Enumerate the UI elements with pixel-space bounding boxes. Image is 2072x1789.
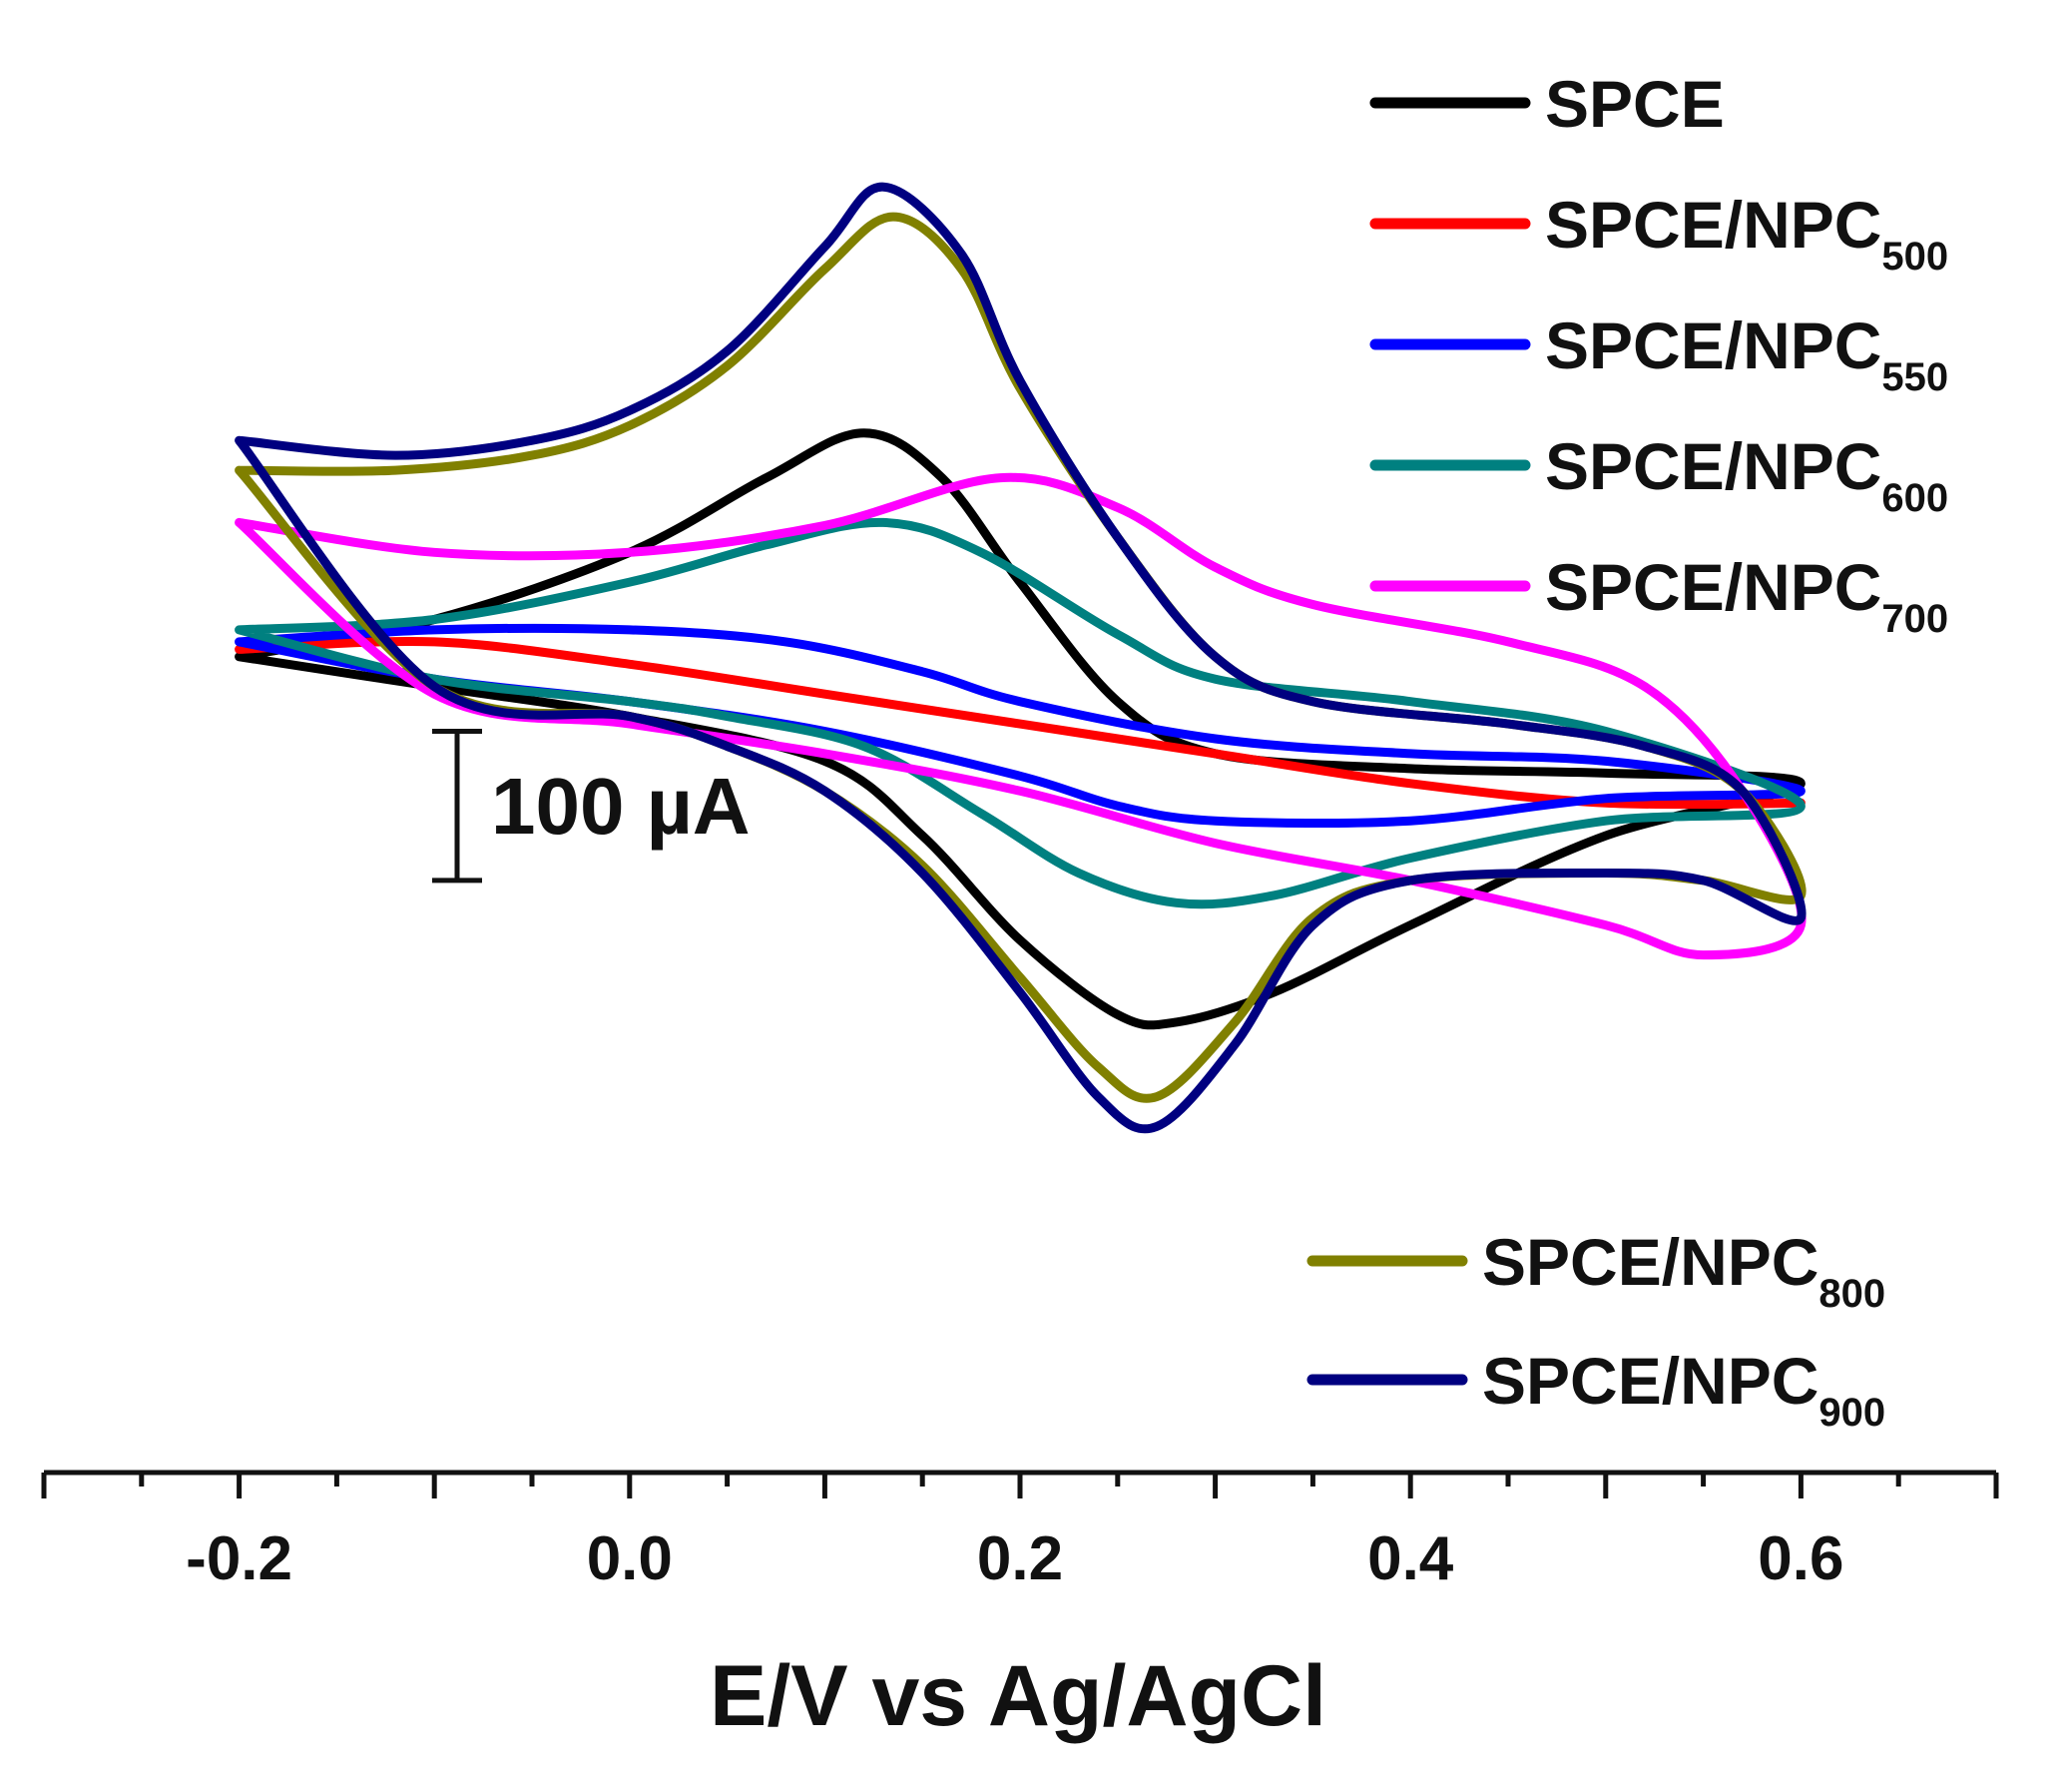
x-axis-label: E/V vs Ag/AgCl	[710, 1648, 1326, 1744]
legend-entry-spce-npc600: SPCE/NPC600	[1369, 429, 1948, 520]
legend-label-subscript: 900	[1818, 1391, 1885, 1435]
legend-label-subscript: 800	[1818, 1272, 1885, 1316]
legend-label-subscript: 550	[1881, 355, 1948, 399]
legend-label: SPCE/NPC700	[1545, 550, 1948, 641]
x-tick-label: 0.6	[1758, 1524, 1843, 1593]
legend-entry-spce-npc500: SPCE/NPC500	[1369, 188, 1948, 279]
legend-label: SPCE/NPC800	[1482, 1225, 1885, 1316]
legend-entry-spce: SPCE	[1369, 67, 1725, 141]
legend-label: SPCE/NPC500	[1545, 188, 1948, 279]
x-axis: -0.2 0.0 0.2 0.4 0.6	[41, 1470, 1999, 1593]
legend-entry-spce-npc900: SPCE/NPC900	[1306, 1344, 1885, 1435]
x-tick-label: -0.2	[186, 1524, 292, 1593]
x-ticks	[41, 1473, 1999, 1498]
legend-label-subscript: 600	[1881, 476, 1948, 520]
legend-entry-spce-npc800: SPCE/NPC800	[1306, 1225, 1885, 1316]
series-spce-npc900-curve	[235, 182, 1807, 1134]
legend-entry-spce-npc700: SPCE/NPC700	[1369, 550, 1948, 641]
x-tick-labels: -0.2 0.0 0.2 0.4 0.6	[186, 1524, 1843, 1593]
curves-group	[235, 182, 1807, 1134]
legend-label: SPCE/NPC900	[1482, 1344, 1885, 1435]
legend-entry-spce-npc550: SPCE/NPC550	[1369, 308, 1948, 399]
scale-bar: 100 µA	[432, 729, 751, 884]
series-spce-curve	[235, 428, 1806, 1030]
x-tick-label: 0.4	[1367, 1524, 1454, 1593]
legend-label: SPCE/NPC550	[1545, 308, 1948, 399]
x-tick-label: 0.2	[977, 1524, 1063, 1593]
legend-label: SPCE/NPC600	[1545, 429, 1948, 520]
scale-bar-label: 100 µA	[491, 762, 751, 851]
legend-label: SPCE	[1545, 67, 1725, 141]
legend-label-subscript: 700	[1881, 597, 1948, 641]
legend-label-subscript: 500	[1881, 235, 1948, 279]
x-tick-label: 0.0	[587, 1524, 673, 1593]
series-spce-npc600-curve	[235, 517, 1806, 909]
